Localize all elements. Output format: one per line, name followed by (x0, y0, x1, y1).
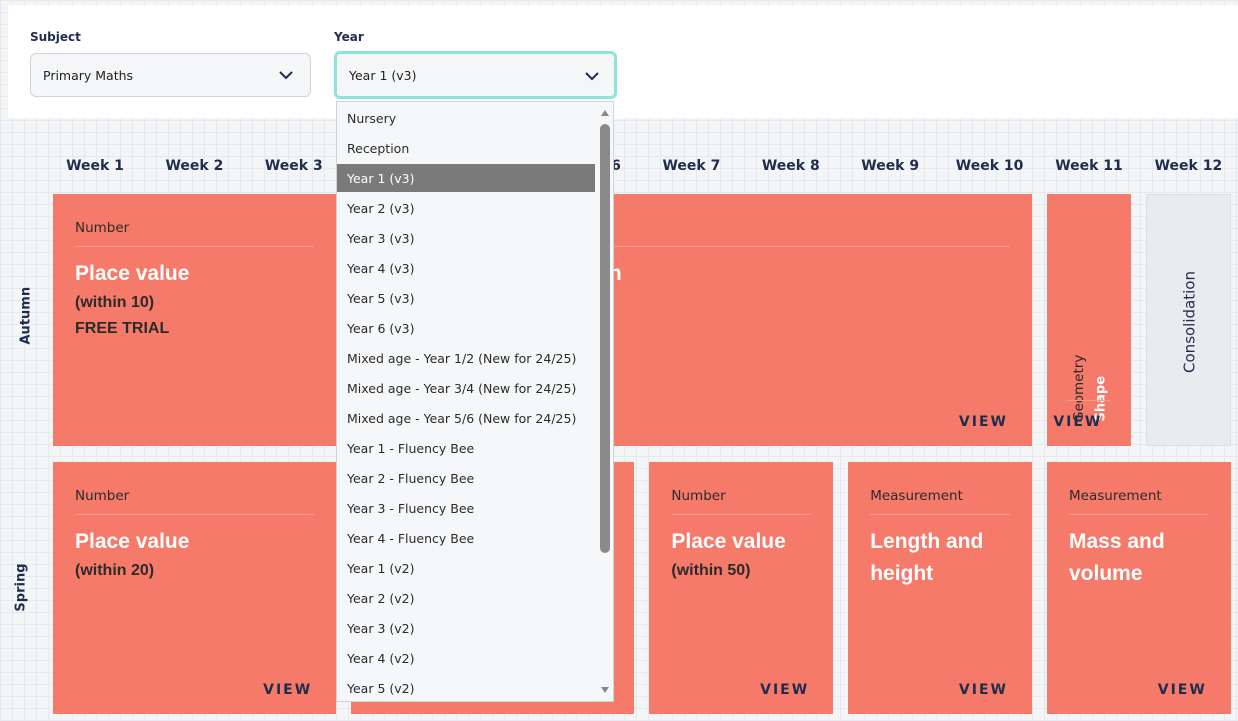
dropdown-option[interactable]: Mixed age - Year 3/4 (New for 24/25) (347, 380, 577, 396)
card-title: Place value (within 20) (75, 526, 316, 584)
filter-label: Subject (30, 30, 81, 44)
card-title: Length and height (870, 526, 1012, 590)
week-header: Week 10 (955, 158, 1024, 174)
title-text: Place value (75, 262, 190, 285)
card-category: Measurement (1069, 488, 1209, 515)
week-header: Week 7 (662, 158, 721, 174)
dropdown-option[interactable]: Year 2 (v2) (347, 590, 415, 606)
dropdown-option[interactable]: Year 3 (v3) (347, 230, 415, 246)
card-category: Measurement (870, 488, 1010, 515)
week-header: Week 1 (66, 158, 124, 174)
title-text: Mass and volume (1069, 530, 1165, 585)
dropdown-option[interactable]: Year 4 - Fluency Bee (347, 530, 475, 546)
card-action: VIEW (760, 682, 810, 698)
dropdown-option[interactable]: Reception (347, 140, 410, 156)
dropdown-option[interactable]: Mixed age - Year 5/6 (New for 24/25) (347, 410, 577, 426)
card-action: VIEW (263, 682, 313, 698)
dropdown-option[interactable]: Year 5 (v3) (347, 290, 415, 306)
card[interactable]: Consolidation (1146, 194, 1231, 446)
card-action: VIEW (958, 414, 1008, 430)
card[interactable]: Measurement Mass and volume VIEW (1047, 462, 1231, 714)
card-title: Place value (within 50) (671, 526, 813, 584)
title-text: Length and height (870, 530, 984, 585)
dropdown-option[interactable]: Year 2 (v3) (347, 200, 415, 216)
card-category: Geometry (1071, 354, 1087, 422)
dropdown-option[interactable]: Year 1 (v2) (347, 560, 415, 576)
card-detail: FREE TRIAL (75, 320, 170, 337)
dropdown-option[interactable]: Year 2 - Fluency Bee (347, 470, 475, 486)
dropdown-option[interactable]: Year 3 - Fluency Bee (347, 500, 475, 516)
week-header: Week 8 (761, 158, 820, 174)
chevron (585, 72, 599, 81)
card-title: Mass and volume (1069, 526, 1211, 590)
dropdown-option[interactable]: Nursery (347, 110, 397, 126)
week-header: Week 12 (1154, 158, 1223, 174)
dropdown-list: Nursery Reception Year 1 (v3) Year 2 (v3) Ye… (336, 101, 614, 702)
card-action: VIEW (1053, 414, 1103, 430)
week-header: Week 3 (264, 158, 323, 174)
week-header: Week 11 (1055, 158, 1123, 174)
filter-label: Year (334, 30, 364, 44)
card-category: Number (671, 488, 812, 515)
card[interactable]: Geometry Shape VIEW (1047, 194, 1132, 446)
term-label: Spring (13, 563, 29, 612)
select-value: Year 1 (v3) (349, 67, 417, 83)
dropdown-option[interactable]: Year 1 (v3) (337, 164, 595, 192)
week-header: Week 2 (165, 158, 224, 174)
dropdown-option[interactable]: Year 1 - Fluency Bee (347, 440, 475, 456)
select[interactable]: Year 1 (v3) (334, 51, 617, 99)
card-title: Consolidation (1180, 271, 1199, 373)
title-text: Place value (671, 530, 786, 553)
card[interactable]: Number Place value (within 50) VIEW (649, 462, 834, 714)
card-title: Place value (within 10) FREE TRIAL (75, 258, 316, 342)
term-label: Autumn (18, 286, 34, 345)
card[interactable]: Number Place value (within 10) FREE TRIAL (53, 194, 337, 446)
card-category: Number (75, 488, 315, 515)
card-category: Number (75, 220, 315, 247)
card[interactable]: Measurement Length and height VIEW (848, 462, 1032, 714)
select-value: Primary Maths (43, 67, 134, 83)
week-header: Week 9 (861, 158, 920, 174)
card-action: VIEW (1157, 682, 1207, 698)
card-detail: (within 20) (75, 562, 155, 579)
title-text: Place value (75, 530, 190, 553)
dropdown-option[interactable]: Year 4 (v3) (347, 260, 415, 276)
dropdown-option[interactable]: Year 4 (v2) (347, 650, 415, 666)
dropdown-option[interactable]: Mixed age - Year 1/2 (New for 24/25) (347, 350, 577, 366)
dropdown-option[interactable]: Year 3 (v2) (347, 620, 415, 636)
card[interactable]: Number Place value (within 20) VIEW (53, 462, 337, 714)
divider (1067, 400, 1112, 401)
scrollbar[interactable] (597, 102, 613, 701)
card-action: VIEW (958, 682, 1008, 698)
card-detail: (within 10) (75, 294, 155, 311)
card-detail: (within 50) (671, 562, 751, 579)
select[interactable]: Primary Maths (30, 53, 311, 97)
dropdown-option[interactable]: Year 5 (v2) (347, 680, 415, 696)
chevron (279, 71, 293, 80)
dropdown-option[interactable]: Year 6 (v3) (347, 320, 415, 336)
